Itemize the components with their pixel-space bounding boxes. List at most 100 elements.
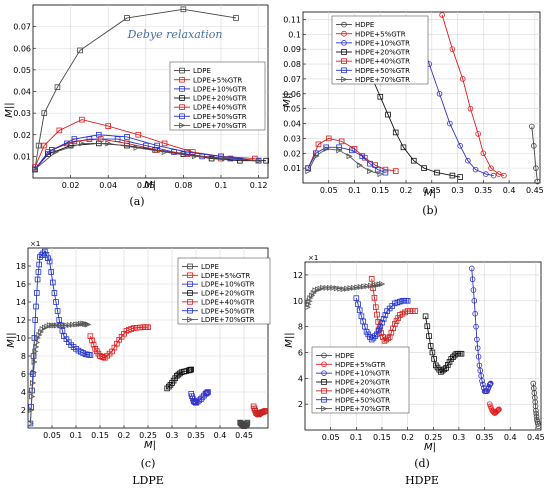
data-point <box>390 325 396 332</box>
panel-d: 0.05 0.1 0.15 0.2 0.25 0.3 0.35 0.4 0.45 2 4 6 8 10 12… <box>284 254 545 487</box>
legend-marker <box>179 67 185 74</box>
data-point <box>325 135 332 142</box>
data-point <box>82 320 89 327</box>
data-point <box>532 399 538 405</box>
y-tick-label: 0.11 <box>283 15 301 24</box>
y-tick-label: 8 <box>21 352 26 361</box>
data-point <box>45 255 51 262</box>
data-point <box>385 335 391 342</box>
data-point <box>372 304 379 311</box>
data-point <box>349 147 355 154</box>
data-point <box>532 403 539 410</box>
legend-label: LDPE+70%GTR <box>201 316 255 324</box>
legend-marker <box>341 30 347 37</box>
series-line <box>418 31 494 177</box>
legend-label: LDPE+5%GTR <box>193 76 242 84</box>
data-point <box>535 423 542 429</box>
data-point <box>32 317 38 323</box>
data-point <box>391 321 398 327</box>
data-point <box>448 356 455 362</box>
data-point <box>100 354 107 360</box>
data-point <box>380 316 387 322</box>
data-point <box>412 308 419 314</box>
x-axis-label: M| <box>424 442 436 453</box>
x-tick-label: 0.45 <box>527 433 545 442</box>
data-point <box>32 166 39 173</box>
data-point <box>410 157 417 164</box>
data-point <box>263 157 269 164</box>
legend-box <box>169 61 266 131</box>
y-axis-label: M|| <box>284 332 295 347</box>
data-point <box>356 307 363 314</box>
legend-label: LDPE <box>201 263 219 271</box>
data-point <box>480 150 487 157</box>
y-axis-label: M|| <box>4 102 15 117</box>
legend-marker <box>341 76 348 83</box>
data-point <box>347 285 354 292</box>
data-point <box>357 283 364 291</box>
data-point <box>488 165 494 171</box>
x-tick-label: 0.3 <box>453 433 466 442</box>
data-point <box>54 322 61 329</box>
y-tick-label: 0.07 <box>13 23 31 32</box>
data-point <box>188 366 195 373</box>
data-point <box>468 265 475 272</box>
data-point <box>87 352 94 358</box>
data-point <box>41 110 48 116</box>
data-point <box>534 178 541 185</box>
data-point <box>31 358 38 366</box>
series-ldpe-10-gtr <box>188 389 211 406</box>
series-ldpe-70-gtr <box>27 320 92 427</box>
data-point <box>471 297 478 304</box>
data-point <box>52 149 59 156</box>
y-tick-label: 18 <box>16 262 26 271</box>
data-point <box>487 380 494 387</box>
legend-marker <box>187 299 193 305</box>
data-point <box>42 248 48 255</box>
data-point <box>374 331 380 338</box>
x-tick-label: 0.06 <box>137 181 155 190</box>
series-hdpe-10-gtr <box>416 28 497 179</box>
data-point <box>473 323 479 330</box>
x-tick-label: 0.15 <box>91 431 109 440</box>
series-ldpe-5-gtr <box>87 324 151 361</box>
data-point <box>307 295 314 302</box>
data-point <box>533 410 540 417</box>
data-point <box>29 371 36 377</box>
data-point <box>34 339 41 346</box>
x-tick-label: 0.3 <box>451 186 464 195</box>
data-point <box>404 297 411 304</box>
data-point <box>354 284 361 291</box>
legend-marker <box>341 21 347 28</box>
legend-label: HDPE <box>335 352 354 360</box>
data-point <box>361 283 368 290</box>
legend-label: LDPE+40%GTR <box>193 104 247 112</box>
data-point <box>457 143 463 149</box>
data-point <box>333 285 340 292</box>
legend-marker <box>179 104 185 110</box>
data-point <box>221 155 229 162</box>
data-point <box>429 349 436 356</box>
legend-label: HDPE+40%GTR <box>355 58 410 66</box>
legend-marker <box>187 316 194 323</box>
data-point <box>54 84 61 90</box>
data-point <box>36 261 42 268</box>
data-point <box>124 140 130 147</box>
legend-label: HDPE+70%GTR <box>335 405 390 413</box>
data-point <box>98 353 105 360</box>
data-point <box>124 15 130 21</box>
x-tick-label: 0.25 <box>139 431 157 440</box>
data-point <box>57 322 64 329</box>
data-point <box>165 383 172 390</box>
series-line <box>34 134 259 170</box>
x-axis-label: M| <box>144 180 156 191</box>
data-point <box>255 157 262 164</box>
data-point <box>41 142 48 149</box>
data-point <box>444 362 451 368</box>
data-point <box>37 254 43 260</box>
data-point <box>449 46 456 52</box>
series-line <box>34 142 259 170</box>
data-point <box>377 93 384 100</box>
data-point <box>533 413 540 420</box>
